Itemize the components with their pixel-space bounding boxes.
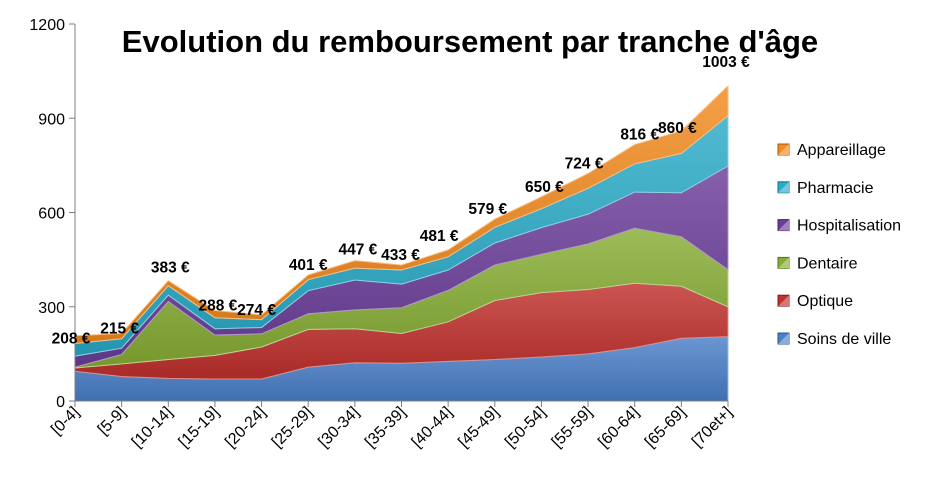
data-label: 724 € [565, 156, 604, 173]
chart-title: Evolution du remboursement par tranche d… [122, 24, 818, 59]
y-tick-label: 300 [38, 300, 65, 317]
x-tick-label: [0-4] [48, 404, 83, 439]
data-label: 1003 € [702, 54, 750, 71]
x-tick-label: [60-64] [595, 404, 642, 451]
data-label: 433 € [381, 247, 420, 264]
legend-swatch-shine [778, 257, 789, 269]
x-tick-label: [30-34] [315, 404, 362, 451]
legend-label: Appareillage [797, 142, 886, 159]
legend-label: Pharmacie [797, 180, 874, 197]
legend-swatch-shine [778, 181, 789, 193]
legend-swatch-shine [778, 333, 789, 344]
x-tick-label: [55-59] [549, 404, 596, 451]
data-label: 860 € [658, 120, 697, 137]
x-tick-label: [40-44] [409, 404, 456, 451]
data-label: 816 € [620, 127, 659, 144]
x-tick-label: [50-54] [502, 404, 549, 451]
data-label: 481 € [420, 228, 459, 245]
legend-swatch-shine [778, 295, 789, 307]
data-label: 401 € [289, 257, 328, 274]
x-tick-label: [45-49] [455, 404, 502, 451]
legend-label: Hospitalisation [797, 218, 901, 235]
data-label: 447 € [338, 242, 377, 259]
x-tick-label: [35-39] [362, 404, 409, 451]
x-tick-label: [70et+] [689, 404, 736, 451]
x-tick-label: [5-9] [95, 404, 130, 439]
data-label: 383 € [151, 260, 190, 277]
legend-swatch-shine [778, 144, 789, 155]
data-label: 650 € [525, 179, 564, 196]
y-tick-label: 900 [38, 111, 65, 128]
legend-label: Optique [797, 293, 853, 310]
x-tick-label: [10-14] [129, 404, 176, 451]
data-label: 288 € [199, 298, 238, 315]
data-label: 215 € [100, 320, 139, 337]
legend-label: Dentaire [797, 255, 858, 272]
y-tick-label: 1200 [29, 17, 65, 34]
x-tick-label: [15-19] [176, 404, 223, 451]
data-label: 579 € [468, 201, 507, 218]
x-tick-label: [65-69] [642, 404, 689, 451]
area-series-appareillage [74, 84, 729, 345]
data-label: 208 € [52, 331, 91, 348]
x-tick-label: [20-24] [222, 404, 269, 451]
legend-swatch-shine [778, 219, 789, 231]
y-tick-label: 600 [38, 206, 65, 223]
data-labels: 208 € 215 € 383 € 288 €274 € 401 € 447 €433 €… [52, 54, 750, 348]
y-tick-label: 0 [56, 394, 65, 411]
x-tick-label: [25-29] [269, 404, 316, 451]
legend: Appareillage Pharmacie Hospitalisation Dent… [777, 142, 901, 348]
plot-areas [74, 84, 729, 402]
data-label: 274 € [237, 302, 276, 319]
legend-label: Soins de ville [797, 331, 891, 348]
